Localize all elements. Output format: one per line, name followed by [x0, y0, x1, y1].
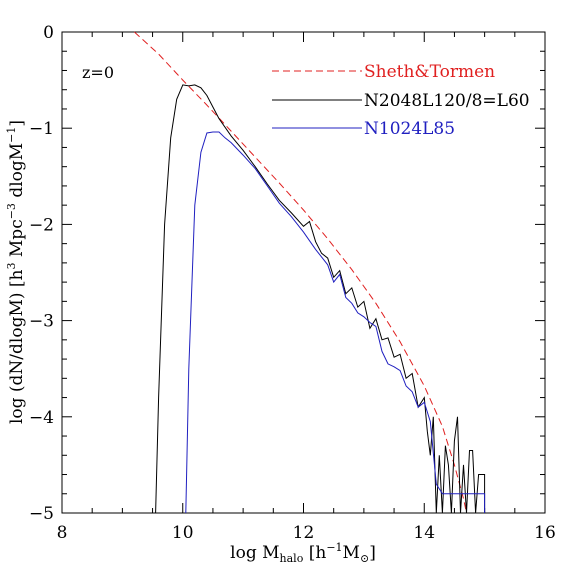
y-tick-label: −5 [29, 504, 54, 524]
series-lines [134, 31, 486, 514]
annotation-redshift: z=0 [82, 63, 114, 82]
x-tick-label: 14 [413, 523, 435, 543]
x-tick-label: 16 [534, 523, 556, 543]
legend: Sheth&Tormen N2048L120/8=L60 N1024L85 [272, 62, 530, 139]
series-line [134, 31, 467, 514]
y-tick-label: −4 [29, 408, 54, 428]
legend-label: N2048L120/8=L60 [364, 91, 530, 111]
legend-label: Sheth&Tormen [364, 62, 495, 82]
axis-tick-labels: 8 10 12 14 16 0 −1 −2 −3 −4 −5 [29, 23, 556, 543]
y-tick-label: −2 [29, 215, 54, 235]
x-tick-label: 8 [57, 523, 68, 543]
series-line [155, 84, 486, 514]
axis-ticks [61, 31, 546, 514]
legend-label: N1024L85 [364, 119, 455, 139]
series-line [185, 131, 486, 514]
y-tick-label: −3 [29, 312, 54, 332]
x-axis-label: log Mhalo [h−1M⊙] [230, 541, 376, 565]
x-tick-label: 10 [172, 523, 194, 543]
y-axis-label: log (dN/dlogM) [h3 Mpc−3 dlogM−1] [5, 120, 27, 424]
y-tick-label: 0 [43, 23, 54, 43]
y-tick-label: −1 [29, 119, 54, 139]
x-tick-label: 12 [293, 523, 315, 543]
